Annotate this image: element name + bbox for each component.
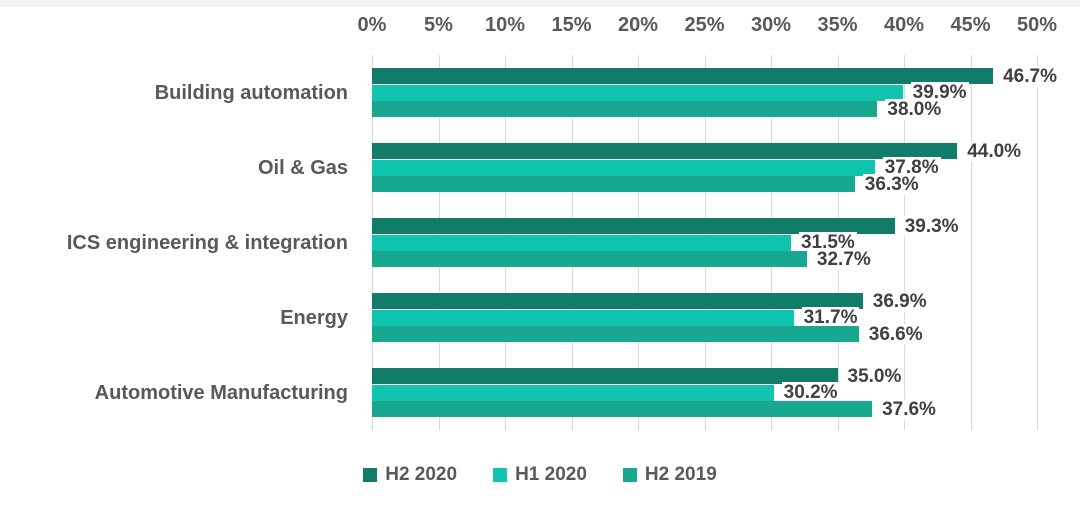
legend-swatch-icon xyxy=(622,468,637,482)
value-label: 38.0% xyxy=(885,98,944,120)
x-axis-tick-label: 25% xyxy=(684,14,725,36)
legend-label: H1 2020 xyxy=(515,464,587,485)
category-label: Oil & Gas xyxy=(257,156,348,179)
category-label: Energy xyxy=(280,306,348,329)
value-label: 35.0% xyxy=(845,365,904,387)
legend-item-h2-2019: H2 2019 xyxy=(622,464,717,486)
x-axis-tick-label: 0% xyxy=(357,14,387,36)
bar-h2-2020 xyxy=(372,143,958,159)
bar-h1-2020 xyxy=(372,234,791,251)
legend-swatch-icon xyxy=(493,468,508,482)
x-axis-tick-label: 35% xyxy=(817,14,858,36)
bar-h2-2020 xyxy=(372,293,863,309)
x-axis-tick-label: 20% xyxy=(617,14,659,36)
value-label: 36.6% xyxy=(866,323,925,345)
bar-h2-2020 xyxy=(372,68,994,84)
value-label: 37.6% xyxy=(880,398,938,420)
value-label: 36.3% xyxy=(862,173,921,195)
category-label: Building automation xyxy=(154,81,348,104)
bar-h2-2019 xyxy=(372,101,878,117)
bar-h1-2020 xyxy=(372,309,794,326)
value-label: 31.7% xyxy=(801,307,860,328)
legend-swatch-icon xyxy=(363,468,378,482)
bar-h1-2020 xyxy=(372,384,774,401)
x-axis-tick-label: 30% xyxy=(750,14,792,36)
value-label: 37.8% xyxy=(882,157,941,178)
value-label: 46.7% xyxy=(1001,65,1059,87)
value-label: 36.9% xyxy=(870,290,929,312)
bar-h1-2020 xyxy=(372,84,903,101)
chart-legend: H2 2020 H1 2020 H2 2019 xyxy=(0,464,1080,486)
gridline xyxy=(904,55,905,430)
bar-h2-2019 xyxy=(372,401,873,417)
value-label: 31.5% xyxy=(798,232,857,253)
bar-h1-2020 xyxy=(372,159,875,176)
gridline xyxy=(1037,55,1038,430)
bar-h2-2020 xyxy=(372,218,895,234)
value-label: 30.2% xyxy=(781,382,840,403)
bar-h2-2019 xyxy=(372,251,807,267)
top-strip-decoration xyxy=(0,0,1080,7)
gridline xyxy=(970,55,972,430)
x-axis-tick-label: 5% xyxy=(424,14,453,36)
bar-h2-2019 xyxy=(372,176,855,192)
bar-h2-2020 xyxy=(372,368,838,384)
legend-label: H2 2020 xyxy=(385,464,458,485)
x-axis-tick-label: 45% xyxy=(950,14,991,36)
value-label: 39.9% xyxy=(910,82,969,103)
category-label: Automotive Manufacturing xyxy=(94,381,348,404)
x-axis-tick-label: 50% xyxy=(1016,14,1058,36)
legend-item-h2-2020: H2 2020 xyxy=(363,464,457,486)
x-axis-tick-label: 10% xyxy=(484,14,526,36)
value-label: 44.0% xyxy=(965,140,1024,162)
value-label: 32.7% xyxy=(814,248,873,270)
x-axis-tick-label: 40% xyxy=(883,14,925,36)
category-label: ICS engineering & integration xyxy=(66,231,348,254)
legend-label: H2 2019 xyxy=(644,464,717,485)
value-label: 39.3% xyxy=(902,215,961,237)
legend-item-h1-2020: H1 2020 xyxy=(493,464,587,486)
x-axis-tick-label: 15% xyxy=(551,14,592,36)
bar-h2-2019 xyxy=(372,326,859,342)
